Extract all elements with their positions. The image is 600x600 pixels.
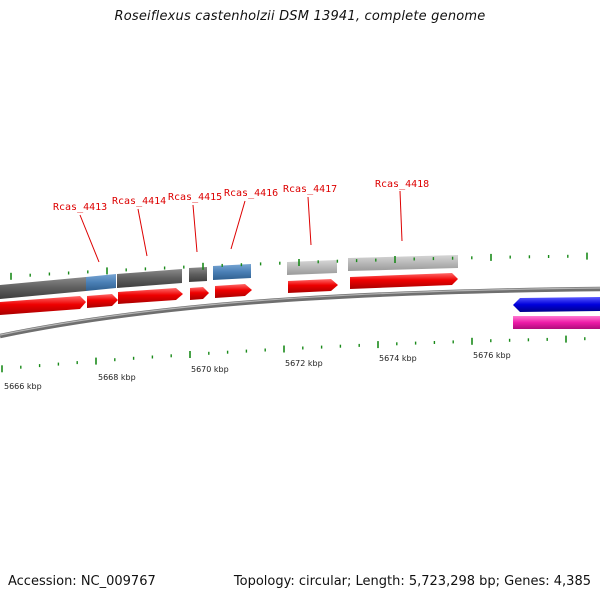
leader-line (399, 190, 403, 242)
gene-rcas-4413[interactable] (86, 274, 116, 291)
gene-rcas-4414[interactable] (117, 269, 182, 288)
gene-label[interactable]: Rcas_4414 (112, 196, 166, 207)
gene-label[interactable]: Rcas_4416 (224, 188, 278, 199)
gene-label[interactable]: Rcas_4413 (53, 202, 107, 213)
forward-feature-blue[interactable] (513, 297, 600, 312)
kbp-label: 5670 kbp (191, 365, 229, 374)
leader-line (137, 208, 148, 257)
gene-rcas-4418[interactable] (348, 255, 458, 271)
kbp-label: 5676 kbp (473, 351, 511, 360)
gene-rcas-4416[interactable] (213, 264, 251, 280)
leader-line (79, 214, 100, 263)
cds-track (0, 273, 458, 315)
cds-arrow[interactable] (190, 287, 209, 300)
label-leader-lines (79, 190, 403, 263)
gene-label[interactable]: Rcas_4415 (168, 192, 222, 203)
forward-feature-magenta[interactable] (513, 316, 600, 329)
leader-line (192, 204, 198, 253)
lower-tick-marks (1, 335, 586, 373)
cds-arrow[interactable] (118, 288, 183, 304)
genome-summary-text: Topology: circular; Length: 5,723,298 bp… (233, 574, 591, 589)
gene-labels: Rcas_4413 Rcas_4414 Rcas_4415 Rcas_4416 … (53, 179, 429, 213)
gene-feature (0, 277, 86, 299)
cds-arrow[interactable] (87, 294, 118, 308)
kbp-label: 5674 kbp (379, 354, 417, 363)
cds-arrow[interactable] (215, 284, 252, 298)
cds-arrow[interactable] (0, 296, 86, 315)
upper-tick-marks (10, 252, 588, 280)
gene-rcas-4417[interactable] (287, 260, 337, 275)
genome-backbone (0, 286, 600, 339)
cds-arrow[interactable] (350, 273, 458, 289)
leader-line (307, 196, 312, 246)
gene-label[interactable]: Rcas_4417 (283, 184, 337, 195)
cds-arrow[interactable] (288, 279, 338, 293)
gene-label[interactable]: Rcas_4418 (375, 179, 429, 190)
leader-line (230, 200, 246, 250)
kbp-labels: 5666 kbp 5668 kbp 5670 kbp 5672 kbp 5674… (4, 351, 511, 391)
kbp-label: 5672 kbp (285, 359, 323, 368)
kbp-label: 5668 kbp (98, 373, 136, 382)
map-title: Roseiflexus castenholzii DSM 13941, comp… (114, 9, 486, 24)
accession-text: Accession: NC_009767 (8, 574, 156, 589)
kbp-label: 5666 kbp (4, 382, 42, 391)
gene-rcas-4415[interactable] (189, 267, 207, 282)
genome-backbone-highlight (0, 287, 600, 336)
